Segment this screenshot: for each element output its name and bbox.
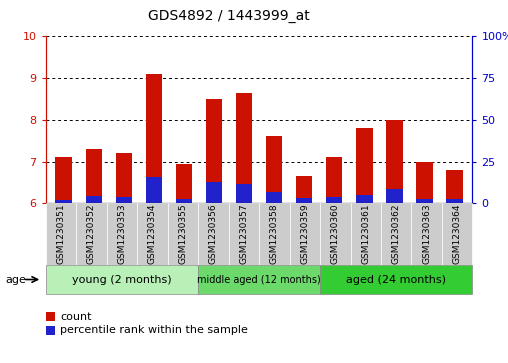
Bar [386, 120, 402, 203]
Text: GSM1230357: GSM1230357 [239, 204, 248, 265]
Text: middle aged (12 months): middle aged (12 months) [197, 274, 321, 285]
Text: GDS4892 / 1443999_at: GDS4892 / 1443999_at [148, 9, 309, 23]
Text: GSM1230363: GSM1230363 [422, 204, 431, 265]
Bar [236, 184, 252, 203]
Bar [206, 182, 223, 203]
Bar [296, 198, 312, 203]
Bar [116, 197, 132, 203]
Text: aged (24 months): aged (24 months) [346, 274, 446, 285]
Text: GSM1230358: GSM1230358 [270, 204, 279, 265]
Bar [446, 170, 463, 203]
Bar [146, 74, 162, 203]
Text: percentile rank within the sample: percentile rank within the sample [60, 325, 248, 335]
Bar [116, 153, 132, 203]
Bar [386, 189, 402, 203]
Text: GSM1230361: GSM1230361 [361, 204, 370, 265]
Text: GSM1230362: GSM1230362 [392, 204, 401, 264]
Text: GSM1230354: GSM1230354 [148, 204, 157, 264]
Text: count: count [60, 312, 91, 322]
Bar [206, 99, 223, 203]
Bar [146, 178, 162, 203]
Text: GSM1230359: GSM1230359 [300, 204, 309, 265]
Bar [85, 196, 102, 203]
Bar [416, 162, 433, 203]
Bar [356, 128, 372, 203]
Bar [326, 158, 342, 203]
Bar [266, 136, 282, 203]
Text: GSM1230351: GSM1230351 [56, 204, 66, 265]
Text: young (2 months): young (2 months) [72, 274, 172, 285]
Bar [296, 176, 312, 203]
Text: GSM1230353: GSM1230353 [117, 204, 126, 265]
Bar [55, 158, 72, 203]
Bar [55, 200, 72, 203]
Bar [236, 93, 252, 203]
Bar [266, 192, 282, 203]
Bar [326, 197, 342, 203]
Bar [176, 164, 192, 203]
Text: GSM1230355: GSM1230355 [178, 204, 187, 265]
Text: GSM1230360: GSM1230360 [331, 204, 340, 265]
Bar [356, 195, 372, 203]
Text: age: age [5, 274, 26, 285]
Bar [176, 199, 192, 203]
Text: GSM1230352: GSM1230352 [87, 204, 96, 264]
Bar [416, 199, 433, 203]
Bar [85, 149, 102, 203]
Bar [446, 199, 463, 203]
Text: GSM1230356: GSM1230356 [209, 204, 218, 265]
Text: GSM1230364: GSM1230364 [453, 204, 462, 264]
